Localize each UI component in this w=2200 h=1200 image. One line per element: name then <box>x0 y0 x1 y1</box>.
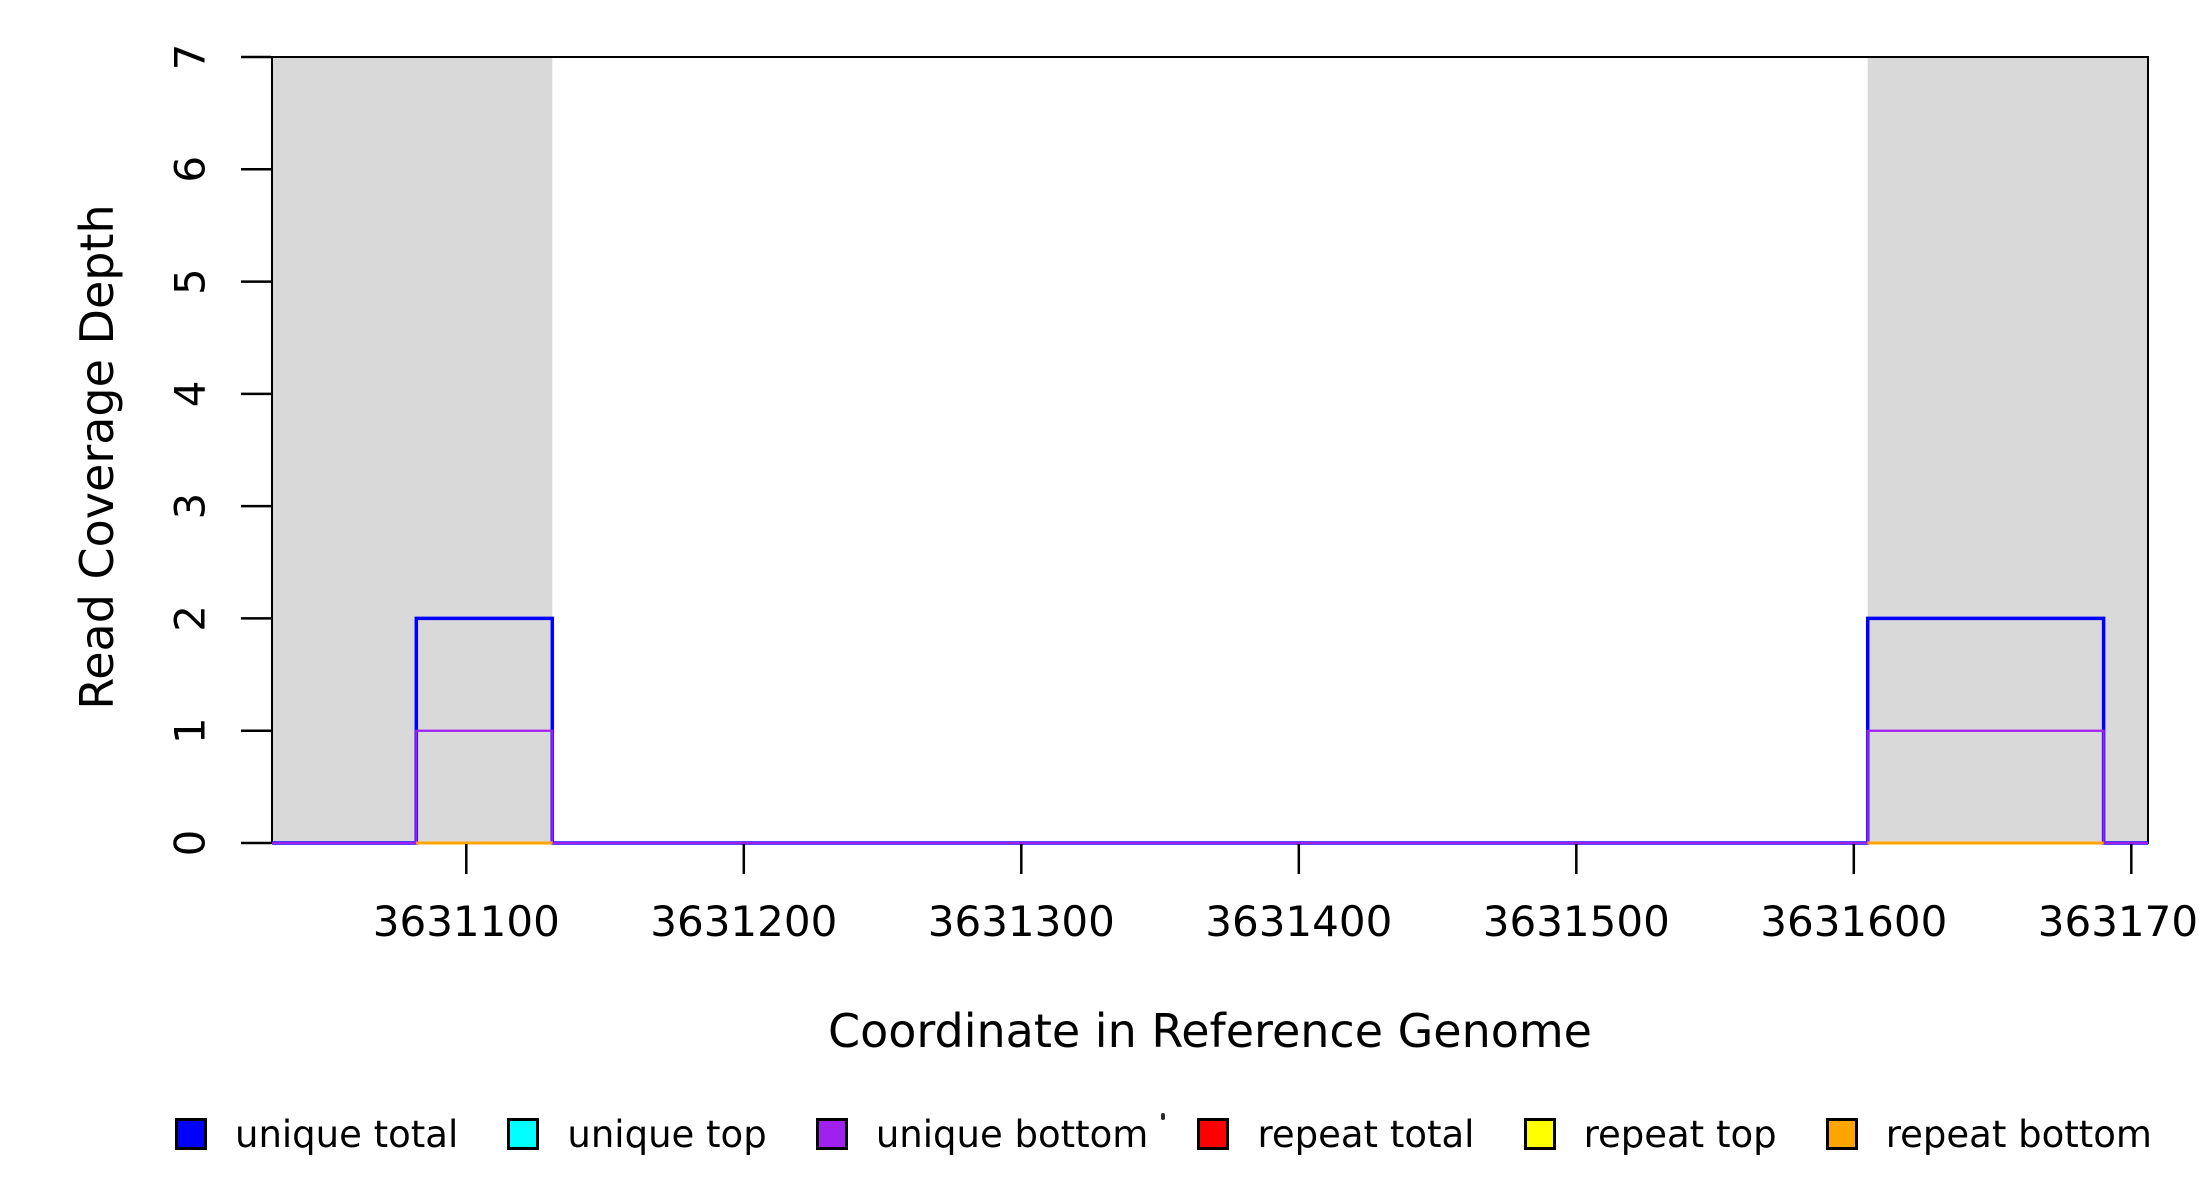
legend-label: unique bottom <box>875 1112 1149 1156</box>
y-tick-label: 1 <box>166 717 215 744</box>
legend-label: unique top <box>567 1112 767 1156</box>
y-tick-label: 3 <box>166 493 215 520</box>
y-tick-label: 0 <box>166 830 215 857</box>
legend-label: unique total <box>235 1112 459 1156</box>
legend-swatch-repeat-bottom <box>1825 1118 1858 1150</box>
x-tick-label: 3631400 <box>1205 897 1392 946</box>
legend-item-unique-bottom: unique bottom <box>815 1112 1149 1156</box>
legend: unique total unique top unique bottom repea… <box>175 1106 2152 1162</box>
x-tick-label: 3631300 <box>928 897 1115 946</box>
legend-item-repeat-bottom: repeat bottom <box>1825 1112 2152 1156</box>
x-tick-label: 3631100 <box>373 897 560 946</box>
repeat-region-left-band <box>272 57 553 843</box>
y-tick-label: 6 <box>166 156 215 183</box>
legend-item-unique-total: unique total <box>175 1113 458 1156</box>
legend-item-repeat-total: repeat total <box>1197 1113 1474 1156</box>
y-tick-label: 2 <box>166 605 215 632</box>
legend-swatch-repeat-total <box>1197 1118 1230 1150</box>
artifact-dot <box>1161 1113 1165 1120</box>
legend-swatch-repeat-top <box>1523 1118 1556 1150</box>
y-axis-title: Read Coverage Depth <box>70 204 124 710</box>
legend-swatch-unique-top <box>507 1118 540 1150</box>
y-tick-label: 4 <box>166 381 215 408</box>
series-unique-bottom <box>272 729 2148 845</box>
legend-label: repeat top <box>1583 1112 1777 1156</box>
repeat-region-right-band <box>1867 57 2148 843</box>
legend-swatch-unique-bottom <box>815 1118 848 1150</box>
legend-swatch-unique-total <box>175 1118 207 1150</box>
x-tick-label: 3631600 <box>1760 897 1947 946</box>
x-tick-label: 3631200 <box>650 897 837 946</box>
legend-label: repeat bottom <box>1885 1112 2152 1156</box>
legend-item-repeat-top: repeat top <box>1523 1112 1777 1156</box>
x-axis-title: Coordinate in Reference Genome <box>828 1004 1592 1058</box>
y-tick-label: 5 <box>166 268 215 295</box>
legend-item-unique-top: unique top <box>507 1112 767 1156</box>
legend-label: repeat total <box>1257 1112 1475 1156</box>
x-tick-label: 3631500 <box>1483 897 1670 946</box>
y-tick-label: 7 <box>166 44 215 71</box>
